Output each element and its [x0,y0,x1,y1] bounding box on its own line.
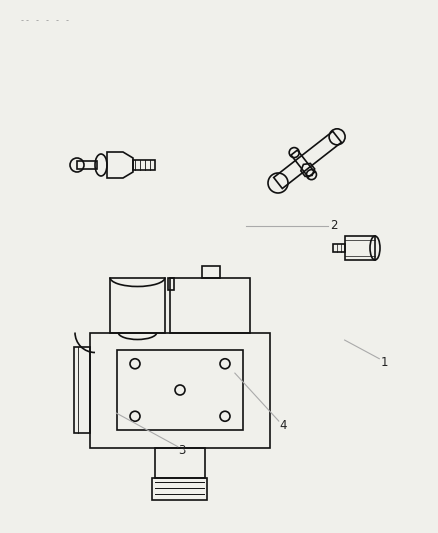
Text: 1: 1 [379,356,387,369]
Bar [90,333,269,448]
Bar [170,278,249,333]
Bar [344,236,374,260]
Text: 4: 4 [279,419,286,432]
Bar [110,278,165,333]
Bar [133,160,155,170]
Bar [332,244,344,252]
Bar [117,350,243,430]
Bar [74,347,90,433]
Bar [77,161,97,169]
Bar [155,448,205,478]
Text: -- - - - -: -- - - - - [20,16,70,25]
Bar [152,478,207,499]
Text: 2: 2 [329,220,337,232]
Bar [201,265,219,278]
Bar [168,278,173,289]
Text: 3: 3 [178,444,185,457]
